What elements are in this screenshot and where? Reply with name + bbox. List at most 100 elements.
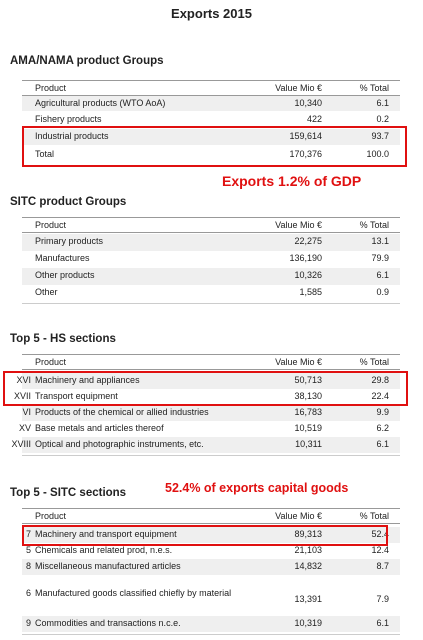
section-title: Top 5 - SITC sections <box>10 487 127 499</box>
highlight-box <box>3 371 408 406</box>
rule <box>22 508 400 509</box>
row-product: Commodities and transactions n.c.e. <box>35 618 181 628</box>
row-background <box>22 129 400 145</box>
row-percent: 93.7 <box>371 131 389 141</box>
column-header: Value Mio € <box>275 511 322 521</box>
rule <box>22 303 400 304</box>
row-product: Other <box>35 287 58 297</box>
rule <box>22 523 400 524</box>
column-header: Value Mio € <box>275 357 322 367</box>
row-value: 1,585 <box>299 287 322 297</box>
row-code: XVI <box>16 375 31 385</box>
row-value: 14,832 <box>294 561 322 571</box>
section-title: SITC product Groups <box>10 196 127 208</box>
row-product: Total <box>35 149 55 159</box>
row-percent: 100.0 <box>366 149 389 159</box>
row-percent: 7.9 <box>376 594 389 604</box>
rule <box>22 369 400 370</box>
column-header: % Total <box>359 220 389 230</box>
rule <box>22 95 400 96</box>
row-value: 21,103 <box>294 545 322 555</box>
row-percent: 13.1 <box>371 236 389 246</box>
page-title: Exports 2015 <box>171 6 252 21</box>
row-product: Primary products <box>35 236 104 246</box>
highlight-box <box>22 126 407 167</box>
row-product: Machinery and transport equipment <box>35 529 177 539</box>
row-code: 5 <box>25 545 31 555</box>
row-product: Chemicals and related prod, n.e.s. <box>35 545 173 555</box>
column-header: Product <box>35 220 67 230</box>
column-header: Product <box>35 511 67 521</box>
row-percent: 6.1 <box>376 618 389 628</box>
row-value: 10,311 <box>295 439 322 449</box>
column-header: % Total <box>359 511 389 521</box>
row-percent: 12.4 <box>371 545 389 555</box>
row-value: 50,713 <box>294 375 322 385</box>
row-percent: 79.9 <box>371 253 389 263</box>
row-background <box>22 437 400 453</box>
row-value: 13,391 <box>294 594 322 604</box>
row-product: Machinery and appliances <box>35 375 140 385</box>
row-product: Miscellaneous manufactured articles <box>35 561 181 571</box>
row-code: XVIII <box>11 439 31 449</box>
row-value: 89,313 <box>294 529 322 539</box>
row-percent: 29.8 <box>371 375 389 385</box>
row-percent: 52.4 <box>371 529 389 539</box>
row-percent: 6.1 <box>376 270 389 280</box>
row-background <box>22 616 400 632</box>
row-product: Products of the chemical or allied indus… <box>35 407 209 417</box>
row-percent: 6.2 <box>376 423 389 433</box>
rule <box>22 634 400 635</box>
row-value: 136,190 <box>289 253 322 263</box>
row-code: VI <box>22 407 31 417</box>
row-product: Manufactured goods classified chiefly by… <box>35 588 232 598</box>
row-background <box>22 373 400 389</box>
row-background <box>22 234 400 251</box>
row-value: 16,783 <box>294 407 322 417</box>
row-code: XVII <box>13 391 31 401</box>
row-value: 422 <box>306 114 322 124</box>
row-product: Manufactures <box>35 253 90 263</box>
row-code: 8 <box>25 561 31 571</box>
row-code: 6 <box>25 588 31 598</box>
row-value: 10,340 <box>294 98 322 108</box>
row-value: 10,519 <box>294 423 322 433</box>
rule <box>22 232 400 233</box>
row-value: 38,130 <box>294 391 322 401</box>
column-header: % Total <box>359 357 389 367</box>
column-header: Product <box>35 357 67 367</box>
row-background <box>22 96 400 111</box>
annotation: Exports 1.2% of GDP <box>222 173 362 189</box>
column-header: Value Mio € <box>275 220 322 230</box>
section-title: Top 5 - HS sections <box>10 333 116 345</box>
row-background <box>22 405 400 421</box>
row-percent: 0.2 <box>376 114 389 124</box>
row-value: 10,326 <box>294 270 322 280</box>
row-product: Industrial products <box>35 131 109 141</box>
row-percent: 0.9 <box>376 287 389 297</box>
row-value: 10,319 <box>294 618 322 628</box>
rule <box>22 217 400 218</box>
rule <box>22 354 400 355</box>
row-product: Fishery products <box>35 114 102 124</box>
row-percent: 8.7 <box>376 561 389 571</box>
annotation: 52.4% of exports capital goods <box>165 481 349 495</box>
row-background <box>22 559 400 575</box>
row-product: Other products <box>35 270 95 280</box>
row-code: 9 <box>25 618 31 628</box>
row-percent: 22.4 <box>371 391 389 401</box>
rule <box>22 455 400 456</box>
row-product: Optical and photographic instruments, et… <box>35 439 204 449</box>
row-background <box>22 527 400 543</box>
column-header: Value Mio € <box>275 83 322 93</box>
section-title: AMA/NAMA product Groups <box>10 55 164 67</box>
row-percent: 6.1 <box>376 439 389 449</box>
row-value: 22,275 <box>294 236 322 246</box>
row-value: 170,376 <box>289 149 322 159</box>
row-percent: 6.1 <box>376 98 389 108</box>
highlight-box <box>22 525 388 546</box>
row-background <box>22 268 400 285</box>
row-product: Agricultural products (WTO AoA) <box>35 98 166 108</box>
row-product: Transport equipment <box>35 391 118 401</box>
